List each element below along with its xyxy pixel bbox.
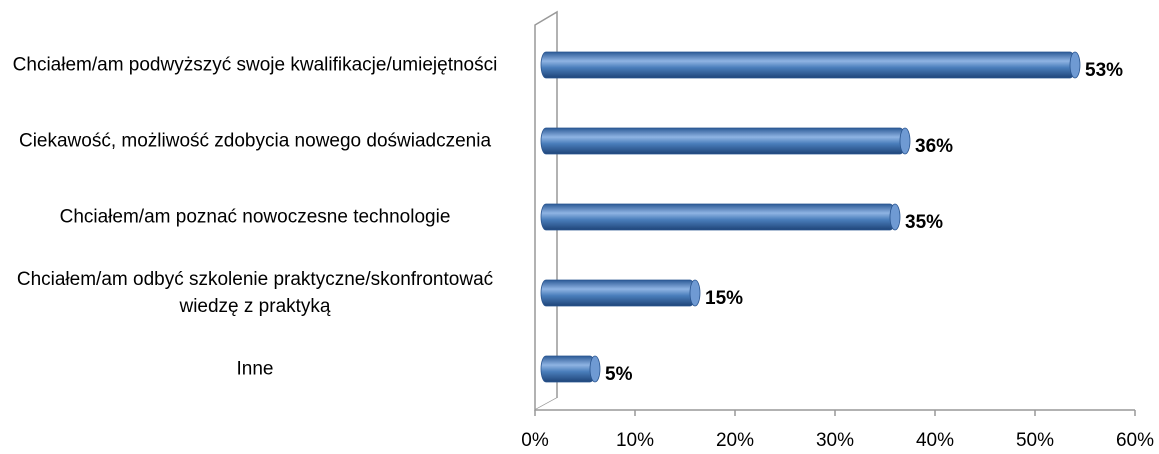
bar-cap [889,203,901,231]
bar [540,51,1076,79]
bar [540,279,696,307]
bar-cap [689,279,701,307]
category-label: Chciałem/am poznać nowoczesne technologi… [59,206,451,228]
bar [540,355,596,383]
x-tick-label: 0% [521,430,549,451]
value-label: 15% [705,288,743,309]
x-tick-label: 20% [716,430,754,451]
category-label: Ciekawość, możliwość zdobycia nowego doś… [18,130,492,152]
x-tick-label: 40% [916,430,954,451]
category-label: Inne [236,358,274,380]
x-tick-label: 10% [616,430,654,451]
bar-cap [899,127,911,155]
bar [540,127,906,155]
bar-cap [589,355,601,383]
category-label: Chciałem/am odbyć szkolenie praktyczne/s… [16,269,494,317]
value-label: 5% [605,364,633,385]
category-label: Chciałem/am podwyższyć swoje kwalifikacj… [12,54,498,76]
x-tick-label: 30% [816,430,854,451]
x-tick-label: 60% [1116,430,1154,451]
value-label: 35% [905,212,943,233]
value-label: 36% [915,136,953,157]
bar [540,203,896,231]
bar-cap [1069,51,1081,79]
floor [535,398,1140,410]
value-label: 53% [1085,60,1123,81]
x-tick-label: 50% [1016,430,1054,451]
